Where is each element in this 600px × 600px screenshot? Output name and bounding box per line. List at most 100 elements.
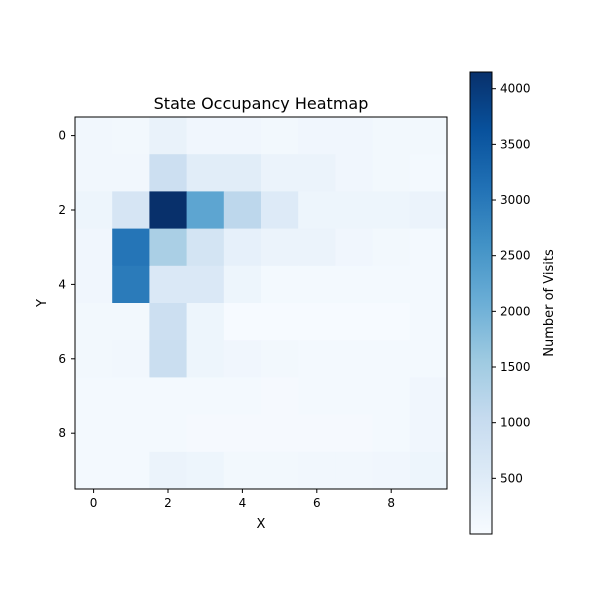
heatmap-cell xyxy=(223,154,262,192)
heatmap-cell xyxy=(335,117,373,155)
y-axis-ticks: 0 2 4 6 8 xyxy=(58,129,75,440)
heatmap-cell xyxy=(261,154,299,192)
heatmap-cell xyxy=(112,191,150,229)
heatmap-cell xyxy=(298,377,336,415)
y-tick-label: 8 xyxy=(58,426,66,440)
heatmap-cell xyxy=(261,265,299,304)
heatmap-cell xyxy=(149,377,187,415)
heatmap-cell xyxy=(335,265,373,304)
y-tick-label: 2 xyxy=(58,203,66,217)
heatmap-cell xyxy=(149,228,187,267)
heatmap-cell xyxy=(112,340,150,378)
heatmap-cell xyxy=(409,265,448,304)
heatmap-cell xyxy=(223,303,262,341)
heatmap-cell xyxy=(149,303,187,341)
x-tick-label: 0 xyxy=(90,496,98,510)
heatmap-cell xyxy=(409,303,448,341)
heatmap-cell xyxy=(223,228,262,267)
x-tick-label: 6 xyxy=(313,496,321,510)
heatmap-cell xyxy=(186,154,225,192)
heatmap-cell xyxy=(298,303,336,341)
heatmap-cell xyxy=(298,154,336,192)
heatmap-cell xyxy=(112,414,150,453)
heatmap-cell xyxy=(75,228,113,267)
x-tick-label: 8 xyxy=(387,496,395,510)
heatmap-cell xyxy=(261,191,299,229)
heatmap-cell xyxy=(298,340,336,378)
heatmap-cell xyxy=(372,265,411,304)
heatmap-cell xyxy=(261,377,299,415)
heatmap-cell xyxy=(75,303,113,341)
heatmap-cell xyxy=(186,117,225,155)
heatmap-cell xyxy=(372,154,411,192)
heatmap-cell xyxy=(149,451,187,490)
heatmap-cell xyxy=(223,117,262,155)
heatmap-cell xyxy=(186,340,225,378)
heatmap-cell xyxy=(261,303,299,341)
heatmap-cell xyxy=(261,228,299,267)
heatmap-cell xyxy=(75,154,113,192)
heatmap-cell xyxy=(149,154,187,192)
heatmap-cell xyxy=(75,117,113,155)
heatmap-cell xyxy=(409,154,448,192)
heatmap-cell xyxy=(112,154,150,192)
heatmap-cell xyxy=(149,117,187,155)
heatmap-cell xyxy=(149,414,187,453)
y-tick-label: 4 xyxy=(58,277,66,291)
heatmap-cell xyxy=(372,340,411,378)
heatmap-cell xyxy=(75,191,113,229)
heatmap-cell xyxy=(223,265,262,304)
heatmap-cell xyxy=(223,191,262,229)
heatmap-cell xyxy=(298,191,336,229)
heatmap-cell xyxy=(261,414,299,453)
heatmap-cell xyxy=(372,451,411,490)
heatmap-cell xyxy=(75,340,113,378)
heatmap-cell xyxy=(372,228,411,267)
heatmap-cell xyxy=(186,414,225,453)
colorbar xyxy=(469,71,493,535)
heatmap-cell xyxy=(372,377,411,415)
heatmap-cell xyxy=(186,303,225,341)
x-tick-label: 4 xyxy=(239,496,247,510)
heatmap-cell xyxy=(75,414,113,453)
y-tick-label: 6 xyxy=(58,352,66,366)
heatmap-cell xyxy=(186,377,225,415)
heatmap-cell xyxy=(409,117,448,155)
heatmap-cell xyxy=(409,377,448,415)
heatmap-cell xyxy=(112,265,150,304)
heatmap-cell xyxy=(372,117,411,155)
heatmap-cell xyxy=(112,377,150,415)
heatmap-cell xyxy=(186,451,225,490)
heatmap-cell xyxy=(223,340,262,378)
x-axis-label: X xyxy=(257,517,266,532)
heatmap-cell xyxy=(409,414,448,453)
heatmap-cell xyxy=(149,340,187,378)
heatmap-cell xyxy=(261,451,299,490)
heatmap-cell xyxy=(261,340,299,378)
heatmap-cell xyxy=(298,228,336,267)
heatmap-cell xyxy=(223,414,262,453)
x-axis-ticks: 0 2 4 6 8 xyxy=(90,489,395,510)
heatmap-cell xyxy=(223,451,262,490)
heatmap-cell xyxy=(112,228,150,267)
heatmap-cell xyxy=(335,191,373,229)
y-axis-label: Y xyxy=(35,299,50,308)
heatmap-cell xyxy=(112,117,150,155)
heatmap-cell xyxy=(186,228,225,267)
heatmap-cells xyxy=(75,117,448,490)
heatmap-cell xyxy=(409,228,448,267)
heatmap-cell xyxy=(335,154,373,192)
colorbar-tick-label: 4000 xyxy=(500,82,531,96)
heatmap-cell xyxy=(409,340,448,378)
heatmap-cell xyxy=(372,303,411,341)
y-tick-label: 0 xyxy=(58,129,66,143)
heatmap-cell xyxy=(372,191,411,229)
chart-title: State Occupancy Heatmap xyxy=(154,94,369,113)
heatmap-cell xyxy=(186,265,225,304)
heatmap-cell xyxy=(335,228,373,267)
heatmap-cell xyxy=(75,451,113,490)
heatmap-cell xyxy=(186,191,225,229)
heatmap-cell xyxy=(75,377,113,415)
colorbar-tick-label: 1500 xyxy=(500,360,531,374)
